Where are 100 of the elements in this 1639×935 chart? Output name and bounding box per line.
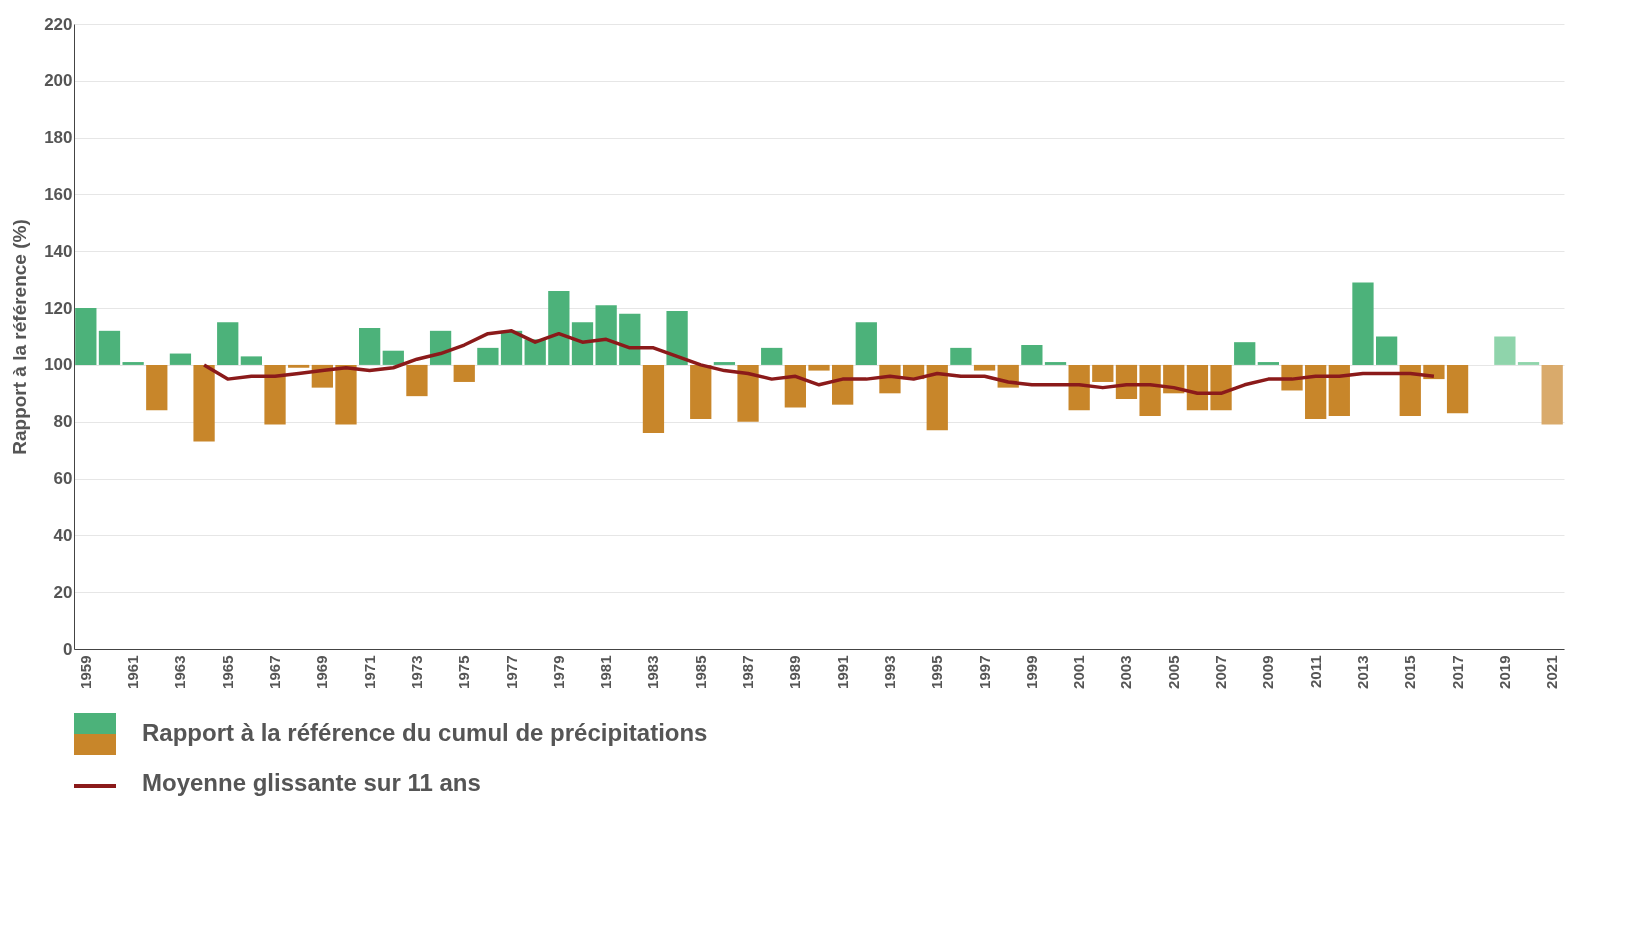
x-tick-label: 2013 — [1353, 655, 1371, 689]
x-tick-label: 1989 — [786, 655, 804, 689]
x-tick-label: 2015 — [1401, 655, 1419, 689]
bar — [950, 347, 972, 365]
x-tick-label: 2009 — [1259, 655, 1277, 689]
bar — [1446, 364, 1469, 414]
x-tick-label: 2007 — [1212, 655, 1230, 689]
bar — [548, 291, 570, 365]
x-tick-label: 1969 — [313, 655, 331, 689]
bar — [1257, 362, 1280, 365]
bar — [1139, 364, 1161, 417]
bar — [973, 364, 996, 371]
bar — [1494, 336, 1516, 365]
x-tick-label: 1971 — [360, 655, 378, 689]
bar — [666, 310, 688, 365]
x-tick-label: 1981 — [597, 655, 615, 689]
x-tick-label: 2001 — [1070, 655, 1088, 689]
bar — [524, 339, 546, 365]
y-tick-label: 40 — [53, 525, 73, 545]
x-tick-label: 1987 — [739, 655, 757, 689]
bar — [500, 330, 523, 365]
x-tick-label: 2017 — [1448, 655, 1466, 689]
x-tick-label: 1977 — [502, 655, 520, 689]
bar — [217, 322, 239, 365]
bar — [855, 322, 877, 365]
bar — [595, 305, 617, 365]
y-tick-label: 20 — [53, 582, 73, 602]
bar — [642, 364, 665, 434]
bar — [1328, 364, 1350, 417]
y-tick-label: 160 — [44, 184, 73, 204]
y-axis-title: Rapport à la référence (%) — [9, 219, 31, 455]
bar — [1044, 362, 1067, 365]
y-tick-label: 200 — [44, 71, 73, 91]
bar — [832, 364, 854, 405]
bar — [1375, 336, 1398, 365]
bar — [1021, 345, 1043, 365]
y-tick-label: 60 — [53, 469, 73, 489]
bar — [808, 364, 830, 371]
x-tick-label: 1965 — [218, 655, 236, 689]
x-tick-label: 1983 — [644, 655, 662, 689]
y-tick-label: 180 — [44, 128, 73, 148]
y-tick-label: 120 — [44, 298, 73, 318]
bar — [690, 364, 712, 419]
x-tick-label: 2021 — [1543, 655, 1561, 689]
bar — [146, 364, 168, 411]
bar — [288, 364, 310, 368]
bar — [1305, 364, 1327, 419]
bar — [571, 322, 594, 365]
bar — [477, 347, 499, 365]
x-tick-label: 1999 — [1022, 655, 1040, 689]
bar — [1399, 364, 1421, 417]
x-tick-label: 1979 — [549, 655, 567, 689]
bar — [264, 364, 286, 425]
bar — [619, 313, 641, 365]
x-tick-label: 1997 — [975, 655, 993, 689]
x-tick-label: 2011 — [1306, 655, 1324, 689]
bar — [406, 364, 428, 397]
bar — [1517, 362, 1540, 365]
bar — [1092, 364, 1114, 382]
y-tick-label: 100 — [44, 355, 73, 375]
bar — [240, 356, 263, 365]
bar — [784, 364, 806, 408]
y-tick-label: 220 — [44, 14, 73, 34]
bar — [761, 347, 783, 365]
x-tick-label: 2003 — [1117, 655, 1135, 689]
bar — [1234, 342, 1256, 365]
y-tick-label: 140 — [44, 241, 73, 261]
bar — [169, 353, 192, 365]
bar — [713, 362, 736, 365]
bar — [453, 364, 475, 382]
bar — [193, 364, 215, 442]
legend-label: Moyenne glissante sur 11 ans — [142, 769, 481, 796]
bar — [75, 308, 97, 365]
x-tick-label: 1993 — [880, 655, 898, 689]
x-tick-label: 1991 — [833, 655, 851, 689]
x-tick-label: 1963 — [171, 655, 189, 689]
x-tick-label: 1961 — [124, 655, 142, 689]
line-series — [202, 329, 1436, 396]
x-tick-label: 1967 — [266, 655, 284, 689]
bar — [98, 330, 121, 365]
y-tick-label: 0 — [63, 639, 73, 659]
x-tick-label: 2019 — [1495, 655, 1513, 689]
x-tick-label: 1973 — [407, 655, 425, 689]
bar — [358, 327, 381, 365]
bar — [122, 362, 144, 365]
bar — [1186, 364, 1209, 411]
bar — [382, 350, 404, 365]
bar — [737, 364, 759, 422]
bar — [1352, 282, 1374, 365]
legend-label: Rapport à la référence du cumul de précipitations — [142, 719, 708, 746]
x-tick-label: 1959 — [76, 655, 94, 689]
y-tick-label: 80 — [53, 412, 73, 432]
x-tick-label: 1995 — [928, 655, 946, 689]
bar — [1210, 364, 1232, 411]
x-tick-label: 2005 — [1164, 655, 1182, 689]
bar — [926, 364, 948, 431]
bar — [1541, 364, 1563, 425]
bar — [335, 364, 357, 425]
x-tick-label: 1985 — [691, 655, 709, 689]
x-tick-label: 1975 — [455, 655, 473, 689]
